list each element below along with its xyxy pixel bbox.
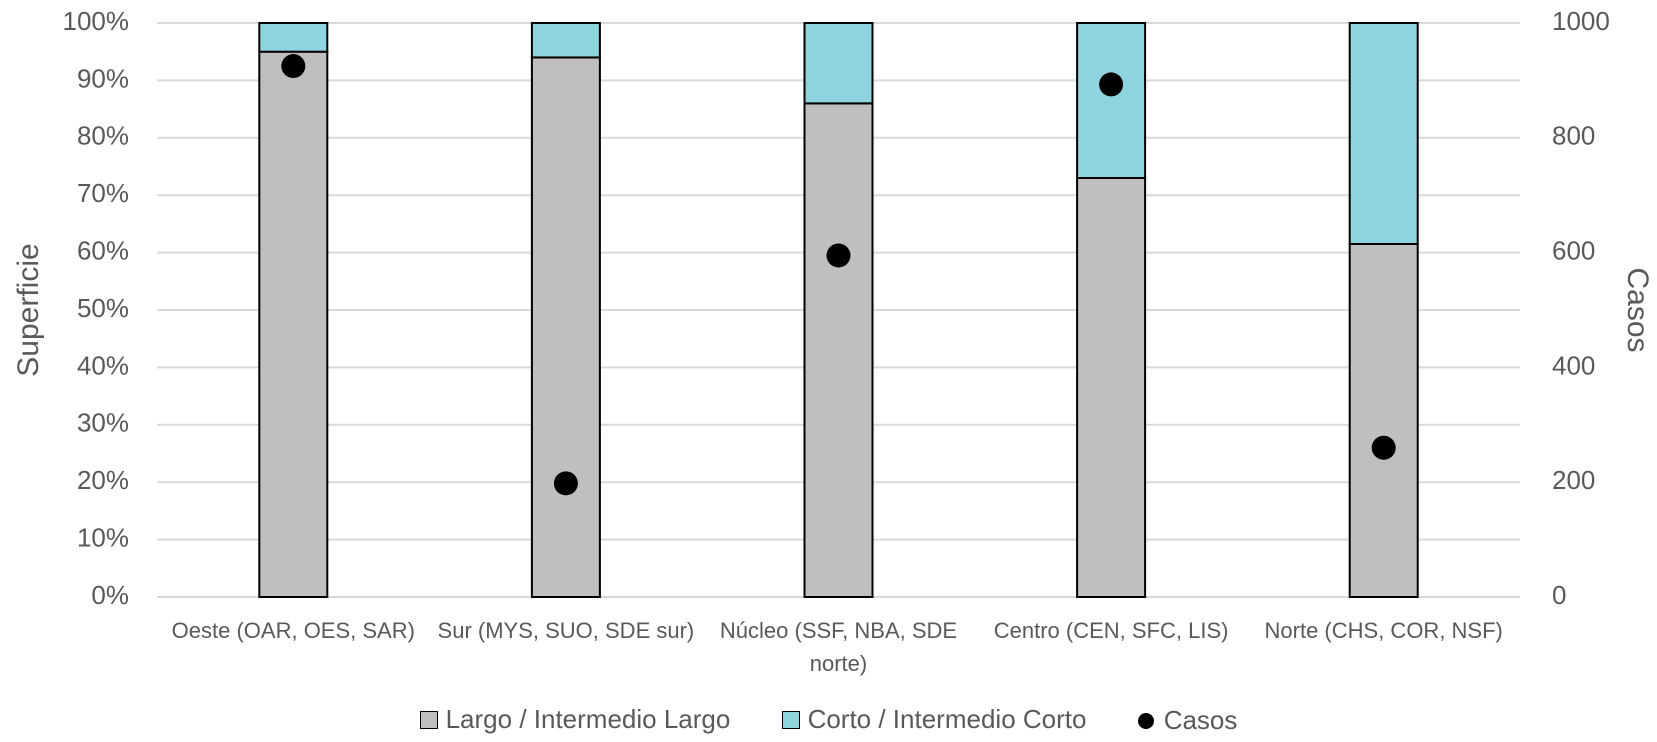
x-tick-label: Oeste (OAR, OES, SAR) — [172, 618, 415, 643]
legend-label-corto: Corto / Intermedio Corto — [807, 704, 1087, 734]
y-tick-label: 30% — [77, 408, 129, 438]
bar-largo — [803, 102, 874, 599]
y2-tick-label: 400 — [1552, 350, 1595, 380]
y-tick-label: 10% — [77, 522, 129, 552]
y2-tick-label: 600 — [1552, 235, 1595, 265]
y-tick-label: 60% — [77, 235, 129, 265]
legend-marker-casos — [1137, 712, 1154, 729]
bar-corto — [530, 22, 601, 59]
y-tick-label: 90% — [77, 63, 129, 93]
legend-label-largo: Largo / Intermedio Largo — [445, 704, 731, 734]
point-casos — [826, 243, 851, 268]
y2-tick-label: 0 — [1552, 580, 1566, 610]
legend: Largo / Intermedio Largo Corto / Interme… — [0, 704, 1657, 736]
x-tick-label: Norte (CHS, COR, NSF) — [1265, 618, 1503, 643]
y-tick-label: 70% — [77, 178, 129, 208]
point-casos — [1371, 435, 1396, 460]
y-tick-label: 50% — [77, 293, 129, 323]
y-tick-label: 80% — [77, 121, 129, 151]
legend-swatch-largo — [419, 710, 438, 729]
y-tick-label: 100% — [63, 6, 130, 36]
y2-axis-title: Casos — [1621, 267, 1654, 352]
point-casos — [281, 54, 306, 79]
y2-tick-label: 200 — [1552, 465, 1595, 495]
y-tick-label: 40% — [77, 350, 129, 380]
x-tick-label: Sur (MYS, SUO, SDE sur) — [438, 618, 695, 643]
legend-item-corto: Corto / Intermedio Corto — [781, 704, 1087, 735]
bar-corto — [1348, 22, 1419, 245]
x-tick-label: Centro (CEN, SFC, LIS) — [994, 618, 1229, 643]
x-tick-label: Núcleo (SSF, NBA, SDE — [720, 618, 957, 643]
bar-corto — [258, 22, 329, 53]
point-casos — [553, 471, 578, 496]
y2-tick-label: 1000 — [1552, 6, 1610, 36]
bar-corto — [803, 22, 874, 105]
bar-corto — [1076, 22, 1147, 179]
chart-svg: 0% 10% 20% 30% 40% 50% 60% 70% 80% 90% 100% 0 200 400… — [12, 6, 1654, 676]
bar-largo — [1348, 242, 1419, 599]
y-axis-title: Superficie — [12, 243, 45, 376]
legend-swatch-corto — [781, 710, 800, 729]
y-tick-label: 20% — [77, 465, 129, 495]
y2-tick-label: 800 — [1552, 121, 1595, 151]
bar-largo — [530, 56, 601, 598]
point-casos — [1099, 72, 1124, 97]
legend-label-casos: Casos — [1163, 705, 1238, 735]
legend-item-largo: Largo / Intermedio Largo — [419, 704, 731, 735]
x-tick-label: norte) — [810, 651, 867, 676]
y-tick-label: 0% — [91, 580, 129, 610]
bar-largo — [1076, 176, 1147, 598]
bar-largo — [258, 50, 329, 598]
legend-item-casos: Casos — [1137, 705, 1238, 736]
